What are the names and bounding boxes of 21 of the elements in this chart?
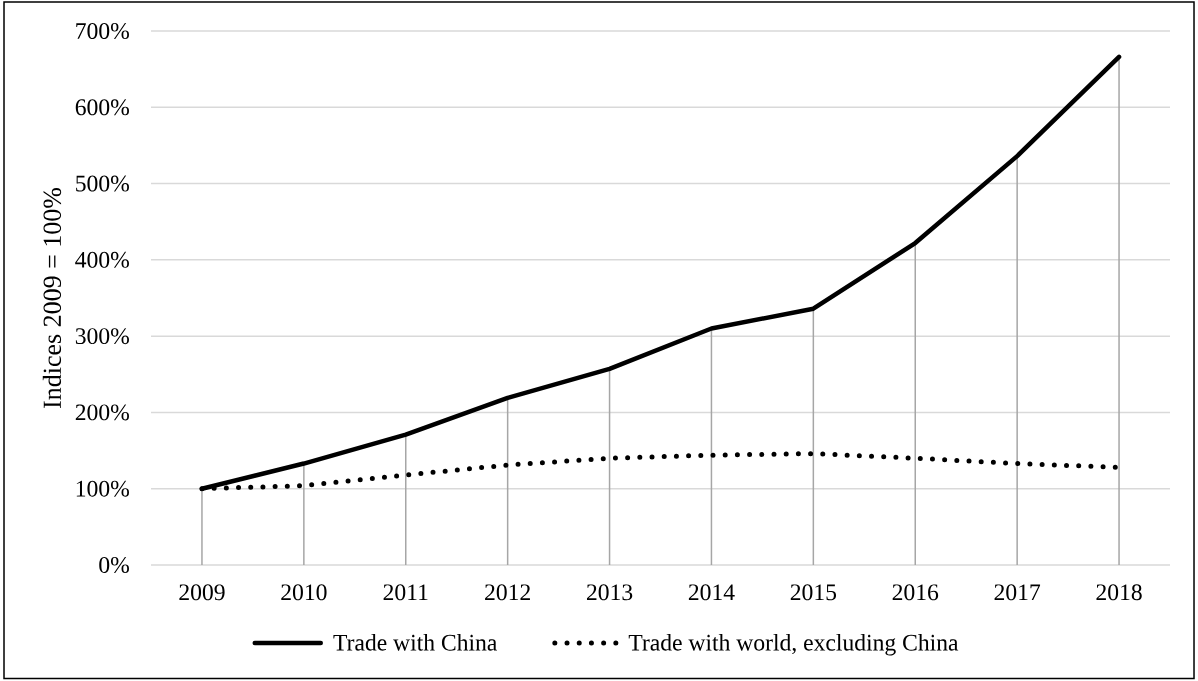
legend-label: Trade with world, excluding China: [628, 634, 959, 656]
y-axis-title: Indices 2009 = 100%: [42, 187, 62, 409]
x-tick-label: 2016: [892, 584, 939, 601]
y-tick-label: 300%: [75, 328, 129, 345]
legend-label: Trade with China: [333, 634, 498, 651]
x-tick-label: 2014: [688, 584, 735, 601]
x-tick-label: 2010: [281, 584, 327, 601]
x-tick-label: 2018: [1096, 584, 1142, 601]
y-tick-label: 100%: [76, 480, 129, 497]
y-tick-label: 600%: [75, 99, 129, 116]
y-tick-label: 500%: [76, 175, 129, 192]
y-tick-label: 0%: [99, 556, 129, 574]
y-tick-label: 700%: [76, 23, 129, 40]
x-tick-label: 2009: [179, 584, 225, 601]
x-tick-label: 2015: [790, 584, 837, 601]
x-tick-label: 2017: [994, 584, 1041, 601]
y-tick-label: 400%: [75, 251, 129, 268]
x-tick-label: 2013: [586, 584, 633, 601]
y-tick-label: 200%: [75, 404, 129, 421]
x-tick-label: 2011: [383, 584, 428, 601]
x-tick-label: 2012: [485, 584, 530, 601]
